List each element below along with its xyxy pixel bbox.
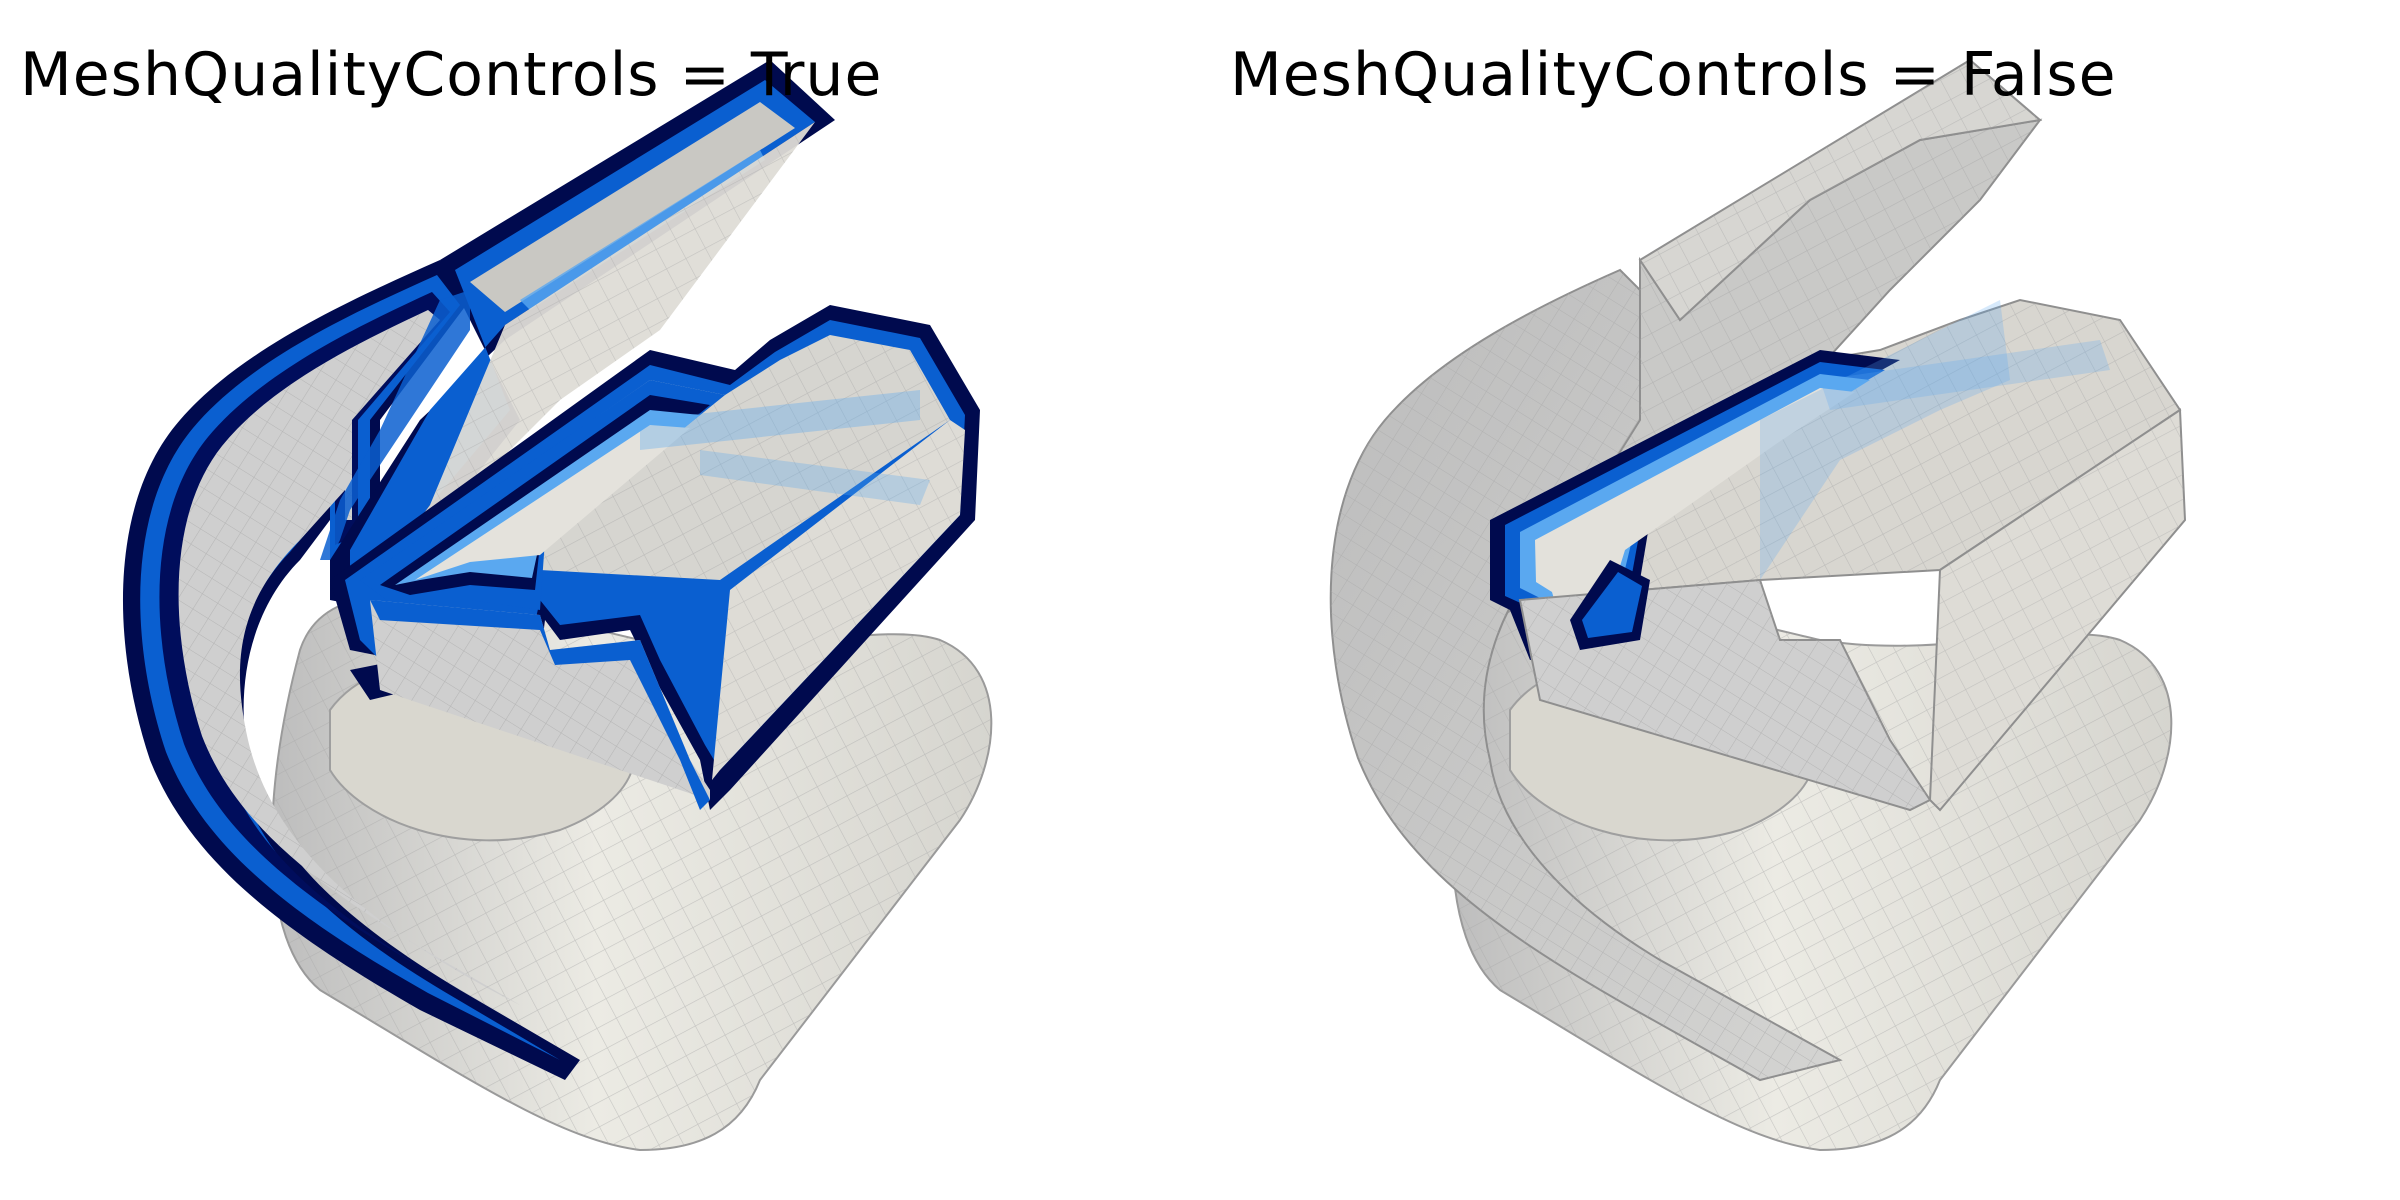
mesh-render-quality-off <box>1329 58 2187 1152</box>
mesh-panel-quality-off: MeshQualityControls = False <box>1200 0 2400 1200</box>
fin-top-face <box>470 102 795 312</box>
mesh-panel-quality-on: MeshQualityControls = True <box>20 40 993 1152</box>
panel-title-quality-off: MeshQualityControls = False <box>1230 40 2117 110</box>
mesh-render-quality-on <box>122 60 993 1152</box>
panel-title-quality-on: MeshQualityControls = True <box>20 40 883 110</box>
